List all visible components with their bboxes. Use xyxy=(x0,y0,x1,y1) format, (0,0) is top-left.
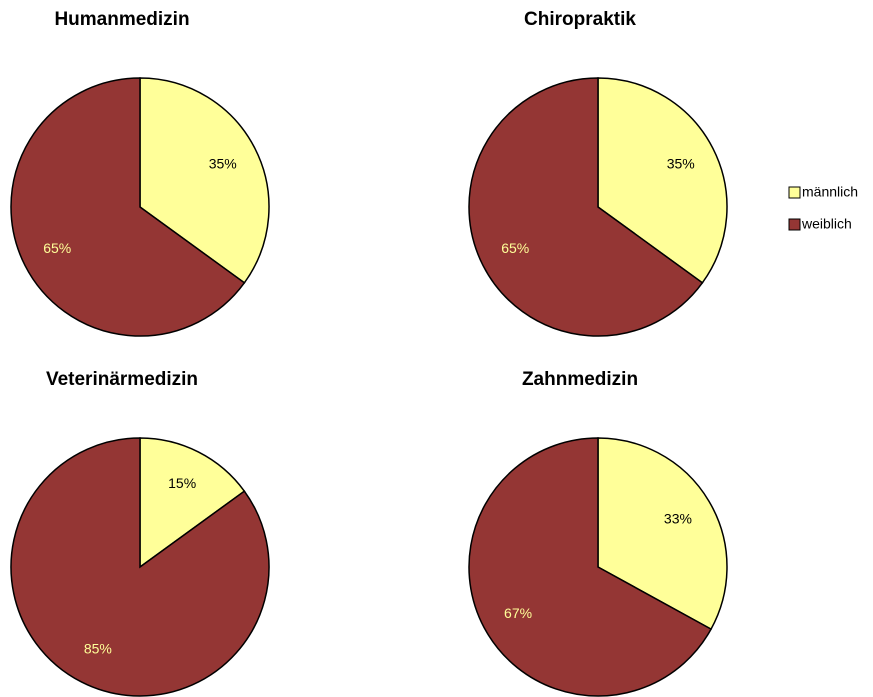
slice-label: 35% xyxy=(667,156,695,172)
chart-title: Zahnmedizin xyxy=(522,369,638,390)
chart-title: Chiropraktik xyxy=(524,9,636,30)
pie-slice xyxy=(468,77,704,337)
pie-slice xyxy=(10,437,270,697)
pie-slice xyxy=(597,437,728,631)
legend-label: männlich xyxy=(802,184,858,200)
slice-label: 15% xyxy=(168,475,196,491)
pie-slice xyxy=(139,77,270,284)
slice-label: 85% xyxy=(84,640,112,656)
legend-swatch xyxy=(788,186,801,199)
slice-label: 35% xyxy=(209,156,237,172)
slice-label: 65% xyxy=(43,240,71,256)
pie-slice xyxy=(468,437,713,697)
legend-swatch xyxy=(788,218,801,231)
pie-slice xyxy=(10,77,246,337)
chart-title: Humanmedizin xyxy=(54,9,189,30)
chart-title: Veterinärmedizin xyxy=(46,369,198,390)
pie-slice xyxy=(139,437,246,569)
legend-label: weiblich xyxy=(801,216,852,232)
slice-label: 67% xyxy=(504,605,532,621)
slice-label: 33% xyxy=(664,510,692,526)
pie-slice xyxy=(597,77,728,284)
slice-label: 65% xyxy=(501,240,529,256)
